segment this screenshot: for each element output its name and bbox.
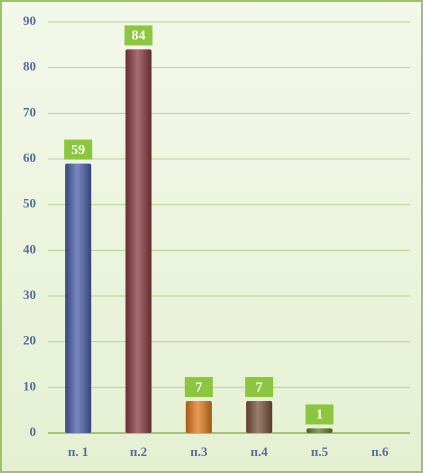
y-tick-label: 40 — [23, 241, 36, 256]
x-tick-label: п.3 — [190, 444, 208, 459]
x-tick-label: п.6 — [371, 444, 389, 459]
value-label: 59 — [71, 143, 85, 158]
y-tick-label: 70 — [23, 104, 36, 119]
value-label: 1 — [316, 408, 323, 423]
value-label-box — [64, 139, 93, 160]
value-label-box — [245, 377, 274, 398]
bar-shine — [65, 163, 92, 434]
value-label-box — [124, 25, 153, 46]
y-tick-label: 90 — [23, 13, 36, 28]
x-tick-label: п.4 — [251, 444, 269, 459]
value-label: 7 — [195, 380, 202, 395]
y-tick-label: 10 — [23, 378, 36, 393]
value-label: 7 — [256, 380, 263, 395]
y-tick-label: 30 — [23, 287, 36, 302]
bar-shine — [185, 401, 212, 433]
bar-shine — [306, 428, 333, 433]
x-tick-label: п.2 — [130, 444, 147, 459]
bar-shine — [125, 49, 152, 434]
x-tick-label: п.5 — [311, 444, 329, 459]
value-label-box — [305, 404, 334, 425]
y-tick-label: 20 — [23, 333, 36, 348]
y-tick-label: 80 — [23, 59, 36, 74]
y-tick-label: 50 — [23, 196, 36, 211]
bar-shine — [246, 401, 273, 433]
value-label: 84 — [132, 29, 146, 44]
value-label-box — [184, 377, 213, 398]
y-tick-label: 60 — [23, 150, 36, 165]
x-tick-label: п. 1 — [68, 444, 89, 459]
y-tick-label: 0 — [30, 424, 37, 439]
